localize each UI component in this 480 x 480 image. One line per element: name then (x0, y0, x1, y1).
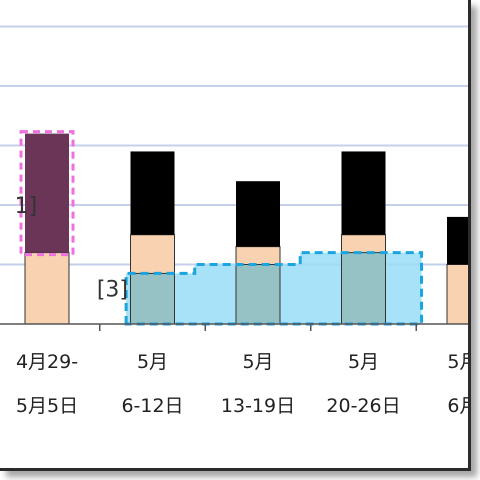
region-overlay (130, 272, 175, 325)
bar-upper (130, 151, 175, 235)
annotations: 1] [3] (15, 194, 128, 302)
bar-lower (24, 252, 70, 325)
bar-lower (446, 264, 468, 325)
x-tick-label: 6月2 (447, 395, 468, 417)
annotation-label: [3] (97, 277, 128, 302)
x-tick-label: 5月 (348, 351, 379, 373)
x-axis (0, 323, 468, 331)
highlight-bar-outline (19, 130, 75, 257)
bar-upper (447, 216, 468, 265)
bar-upper (236, 181, 280, 247)
x-tick-label: 20-26日 (326, 395, 400, 417)
highlight-region (124, 251, 424, 326)
bar-upper (25, 133, 69, 253)
x-tick-label: 5月2 (447, 351, 468, 373)
annotation-label: 1] (15, 194, 38, 219)
x-tick-label: 13-19日 (221, 395, 295, 417)
x-tick-label: 5月 (137, 351, 168, 373)
x-tick-label: 6-12日 (121, 395, 183, 417)
x-tick-label: 5月 (242, 351, 273, 373)
region-outline (124, 251, 424, 326)
bar-upper (341, 151, 386, 235)
x-tick-label: 5月5日 (16, 395, 78, 417)
chart-frame: 4月29- 5月5日 5月 6-12日 5月 13-19日 5月 20-26日 5月2 6月2 1… (0, 0, 471, 471)
x-tick-labels: 4月29- 5月5日 5月 6-12日 5月 13-19日 5月 20-26日 5月2 6月2 (16, 351, 468, 417)
bar-chart: 4月29- 5月5日 5月 6-12日 5月 13-19日 5月 20-26日 5月2 6月2 1… (0, 25, 468, 417)
region-overlay (341, 252, 386, 325)
region-overlay (235, 264, 281, 325)
grid-lines (0, 25, 468, 266)
x-tick-label: 4月29- (16, 351, 78, 373)
